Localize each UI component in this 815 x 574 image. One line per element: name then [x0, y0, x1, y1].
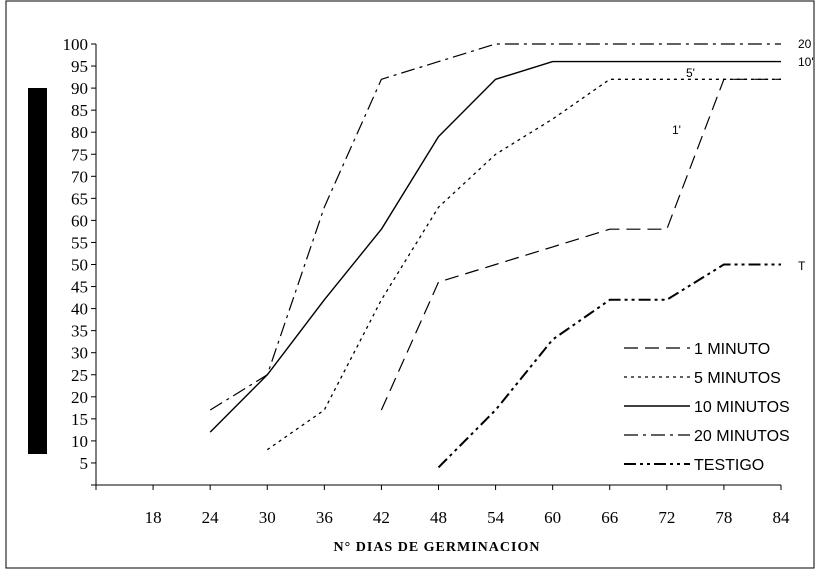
- x-tick-label: 48: [430, 508, 447, 527]
- series-end-label: T: [798, 259, 806, 273]
- y-tick-label: 85: [71, 101, 88, 120]
- x-tick-label: 78: [715, 508, 732, 527]
- y-tick-label: 80: [71, 123, 88, 142]
- y-tick-label: 40: [71, 300, 88, 319]
- x-axis-title: N° DIAS DE GERMINACION: [334, 540, 541, 555]
- y-tick-label: 30: [71, 344, 88, 363]
- x-tick-label: 84: [773, 508, 791, 527]
- y-tick-label: 20: [71, 388, 88, 407]
- y-tick-label: 15: [71, 410, 88, 429]
- series-layer: [209, 43, 781, 469]
- series-end-label: 5': [686, 66, 695, 80]
- y-tick-label: 25: [71, 366, 88, 385]
- x-tick-label: 30: [259, 508, 276, 527]
- legend: 1 MINUTO 5 MINUTOS 10 MINUTOS 20 MINUTOS TES…: [624, 341, 790, 474]
- series-end-label: 10': [798, 55, 814, 69]
- x-tick-label: 66: [601, 508, 618, 527]
- y-tick-label: 45: [71, 278, 88, 297]
- y-tick-label: 60: [71, 211, 88, 230]
- x-tick-label: 36: [316, 508, 333, 527]
- y-tick-label: 65: [71, 189, 88, 208]
- y-tick-label: 90: [71, 79, 88, 98]
- end-labels-layer: 1' 5' 10' 20 T: [672, 37, 814, 273]
- legend-label: 20 MINUTOS: [694, 428, 790, 445]
- y-tick-label: 35: [71, 322, 88, 341]
- series-end-label: 1': [672, 123, 681, 137]
- y-tick-label: 10: [71, 432, 88, 451]
- legend-label: 5 MINUTOS: [694, 370, 781, 387]
- axes-layer: 5 10 15 20 25 30 35 40 45 50 55 60 65 70 75 80 85 90 95 100…: [63, 35, 791, 527]
- y-tick-label: 50: [71, 256, 88, 275]
- x-tick-label: 18: [145, 508, 162, 527]
- series-end-label: 20: [798, 37, 812, 51]
- legend-label: 1 MINUTO: [694, 341, 770, 358]
- y-tick-label: 5: [80, 454, 89, 473]
- chart-frame: [5, 0, 815, 569]
- y-tick-label: 75: [71, 145, 88, 164]
- y-axis-decor-bar: [28, 88, 47, 454]
- y-tick-label: 100: [63, 35, 89, 54]
- legend-label: TESTIGO: [694, 457, 764, 474]
- x-tick-label: 60: [544, 508, 561, 527]
- legend-label: 10 MINUTOS: [694, 399, 790, 416]
- x-tick-label: 42: [373, 508, 390, 527]
- y-tick-label: 55: [71, 233, 88, 252]
- x-tick-label: 54: [487, 508, 505, 527]
- x-tick-label: 72: [658, 508, 675, 527]
- y-tick-label: 70: [71, 167, 88, 186]
- y-tick-label: 95: [71, 57, 88, 76]
- series-line-1: [380, 78, 781, 411]
- series-line-2: [266, 78, 781, 451]
- series-line-5: [437, 263, 781, 469]
- x-tick-label: 24: [202, 508, 220, 527]
- series-line-3: [209, 60, 781, 433]
